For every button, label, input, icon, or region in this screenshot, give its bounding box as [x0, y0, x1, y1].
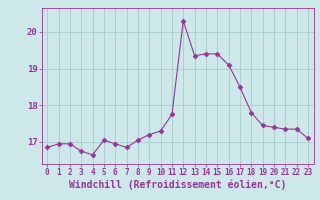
X-axis label: Windchill (Refroidissement éolien,°C): Windchill (Refroidissement éolien,°C)	[69, 180, 286, 190]
